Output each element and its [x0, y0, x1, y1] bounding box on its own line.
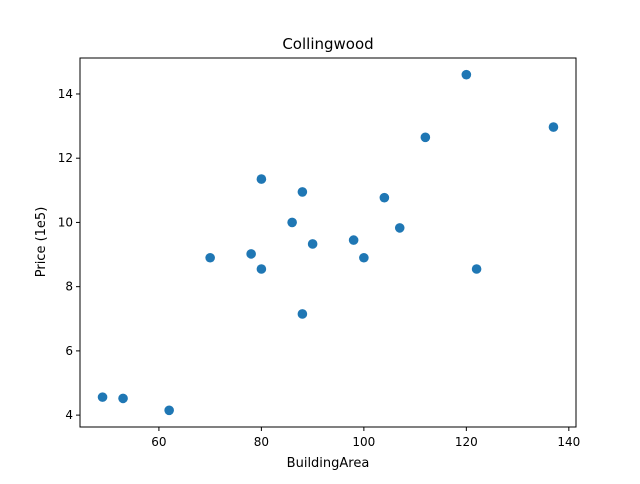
data-point-18 [548, 122, 559, 132]
data-point-3 [205, 252, 215, 263]
x-tick-label: 140 [557, 435, 580, 449]
y-tick-label: 12 [58, 151, 73, 165]
y-tick-label: 4 [65, 408, 73, 422]
data-point-10 [307, 239, 318, 249]
data-point-0 [97, 392, 108, 402]
data-point-12 [359, 252, 369, 263]
data-point-4 [246, 249, 256, 259]
x-tick-label: 120 [455, 435, 478, 449]
data-point-7 [287, 217, 297, 228]
data-point-16 [461, 69, 472, 80]
data-point-11 [348, 235, 359, 245]
chart-title: Collingwood [282, 35, 373, 53]
y-tick-label: 10 [58, 215, 73, 229]
y-tick-label: 6 [65, 344, 73, 358]
y-axis-label: Price (1e5) [34, 207, 49, 278]
data-point-9 [297, 309, 308, 319]
plot-area [80, 58, 576, 427]
data-points [97, 69, 559, 416]
plot-frame [79, 57, 577, 428]
data-point-5 [256, 174, 267, 184]
y-axis-ticks: 4 6 8 10 12 14 [58, 87, 80, 422]
x-tick-label: 60 [151, 435, 166, 449]
data-point-14 [394, 223, 405, 233]
x-tick-label: 80 [254, 435, 269, 449]
x-axis-ticks: 60 80 100 120 140 [151, 427, 580, 449]
data-point-1 [118, 393, 128, 404]
y-tick-label: 8 [65, 280, 73, 294]
y-tick-label: 14 [58, 87, 73, 101]
data-point-13 [379, 192, 390, 203]
data-point-15 [420, 132, 431, 143]
x-axis-label: BuildingArea [287, 456, 370, 471]
data-point-2 [164, 405, 174, 416]
data-point-17 [471, 264, 482, 274]
data-point-6 [256, 264, 267, 274]
data-point-8 [297, 187, 308, 197]
x-tick-label: 100 [352, 435, 375, 449]
